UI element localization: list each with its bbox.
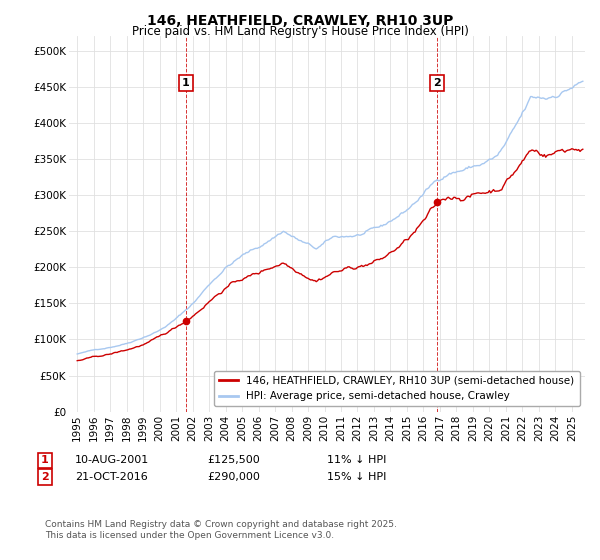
- Text: Contains HM Land Registry data © Crown copyright and database right 2025.
This d: Contains HM Land Registry data © Crown c…: [45, 520, 397, 540]
- Text: £290,000: £290,000: [207, 472, 260, 482]
- Text: 11% ↓ HPI: 11% ↓ HPI: [327, 455, 386, 465]
- Text: 15% ↓ HPI: 15% ↓ HPI: [327, 472, 386, 482]
- Text: 2: 2: [41, 472, 49, 482]
- Text: 1: 1: [41, 455, 49, 465]
- Legend: 146, HEATHFIELD, CRAWLEY, RH10 3UP (semi-detached house), HPI: Average price, se: 146, HEATHFIELD, CRAWLEY, RH10 3UP (semi…: [214, 371, 580, 407]
- Text: £125,500: £125,500: [207, 455, 260, 465]
- Text: 1: 1: [182, 78, 190, 88]
- Text: Price paid vs. HM Land Registry's House Price Index (HPI): Price paid vs. HM Land Registry's House …: [131, 25, 469, 38]
- Text: 146, HEATHFIELD, CRAWLEY, RH10 3UP: 146, HEATHFIELD, CRAWLEY, RH10 3UP: [147, 14, 453, 28]
- Text: 2: 2: [433, 78, 440, 88]
- Text: 21-OCT-2016: 21-OCT-2016: [75, 472, 148, 482]
- Text: 10-AUG-2001: 10-AUG-2001: [75, 455, 149, 465]
